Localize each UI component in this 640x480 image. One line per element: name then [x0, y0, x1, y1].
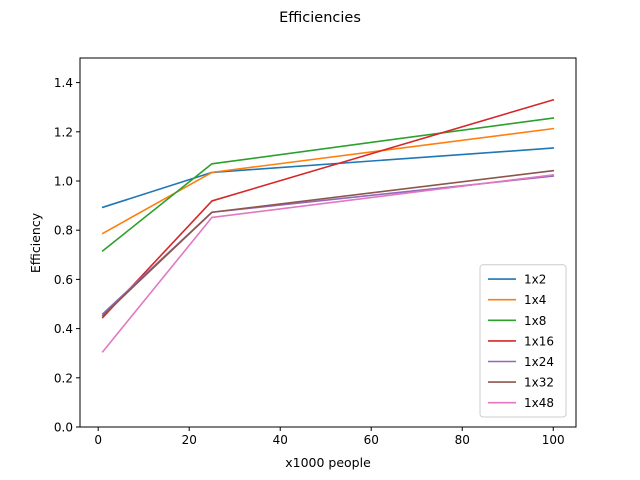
y-tick-label: 1.0 — [54, 175, 73, 189]
legend-box — [479, 264, 567, 418]
y-tick-label: 0.6 — [54, 273, 73, 287]
x-tick-label: 40 — [273, 433, 288, 447]
ticks-layer: 0 20 40 60 80 100 0.0 0.2 0.4 0.6 0.8 1.0 1.2 1.4 — [54, 76, 565, 447]
x-tick-label: 80 — [455, 433, 470, 447]
legend-label-1x48: 1x48 — [524, 396, 554, 410]
y-tick-label: 1.4 — [54, 76, 73, 90]
series-line-1x48 — [101, 173, 555, 353]
y-tick-label: 0.4 — [54, 322, 73, 336]
x-tick-label: 60 — [364, 433, 379, 447]
series-line-1x16 — [101, 98, 555, 319]
legend: 1x2 1x4 1x8 1x16 1x24 1x32 1x48 — [479, 264, 567, 418]
legend-label-1x4: 1x4 — [524, 293, 546, 307]
y-tick-label: 0.8 — [54, 224, 73, 238]
plot-frame — [79, 57, 577, 428]
series-line-1x4 — [101, 127, 555, 235]
legend-label-1x16: 1x16 — [524, 334, 554, 348]
legend-label-1x24: 1x24 — [524, 355, 554, 369]
legend-label-1x32: 1x32 — [524, 376, 554, 390]
x-tick-label: 20 — [182, 433, 197, 447]
legend-label-1x2: 1x2 — [524, 273, 546, 287]
series-line-1x32 — [101, 169, 555, 317]
x-tick-label: 0 — [94, 433, 102, 447]
y-axis-label: Efficiency — [28, 212, 43, 273]
y-tick-label: 0.0 — [54, 421, 73, 435]
chart-title: Efficiencies — [279, 10, 361, 26]
legend-label-1x8: 1x8 — [524, 314, 546, 328]
series-lines-layer — [101, 98, 555, 353]
y-tick-label: 0.2 — [54, 371, 73, 385]
x-axis-label: x1000 people — [285, 455, 371, 470]
x-tick-label: 100 — [542, 433, 565, 447]
y-tick-label: 1.2 — [54, 125, 73, 139]
